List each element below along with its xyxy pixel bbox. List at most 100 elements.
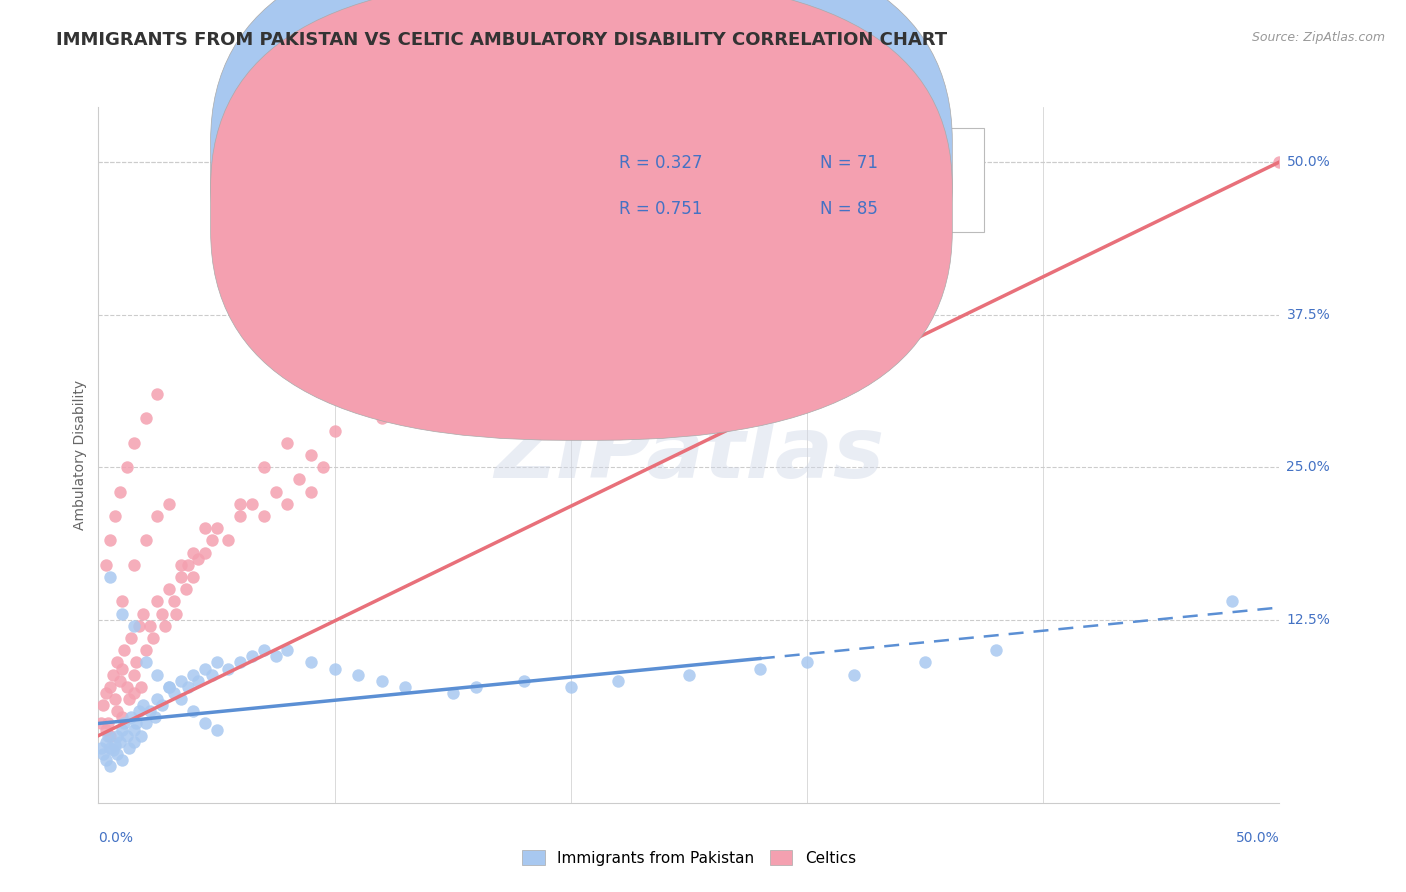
Point xyxy=(146,387,169,401)
Text: 37.5%: 37.5% xyxy=(1286,308,1330,321)
Text: 25.0%: 25.0% xyxy=(1286,460,1330,475)
Point xyxy=(146,508,169,523)
Point xyxy=(94,558,117,572)
Point xyxy=(108,735,131,749)
Text: 50.0%: 50.0% xyxy=(1286,155,1330,169)
Point xyxy=(129,729,152,743)
Point xyxy=(512,673,534,688)
Point xyxy=(205,521,228,535)
Point xyxy=(90,716,112,731)
Point xyxy=(115,680,138,694)
Point xyxy=(97,716,120,731)
Point xyxy=(125,716,148,731)
Point xyxy=(678,667,700,681)
Point xyxy=(217,533,239,548)
Point xyxy=(170,673,193,688)
Point xyxy=(748,661,770,675)
Point xyxy=(465,680,488,694)
Point xyxy=(174,582,197,597)
Point xyxy=(111,723,134,737)
FancyBboxPatch shape xyxy=(211,0,952,441)
Text: IMMIGRANTS FROM PAKISTAN VS CELTIC AMBULATORY DISABILITY CORRELATION CHART: IMMIGRANTS FROM PAKISTAN VS CELTIC AMBUL… xyxy=(56,31,948,49)
Point xyxy=(139,704,162,718)
Point xyxy=(465,351,488,365)
Point xyxy=(371,673,394,688)
Point xyxy=(157,680,180,694)
Point xyxy=(984,643,1007,657)
Point xyxy=(181,545,204,559)
Point xyxy=(122,667,145,681)
Point xyxy=(170,692,193,706)
Point xyxy=(177,680,200,694)
Point xyxy=(288,472,311,486)
Point xyxy=(489,338,512,352)
Point xyxy=(276,497,298,511)
FancyBboxPatch shape xyxy=(536,128,984,232)
Point xyxy=(512,326,534,340)
Point xyxy=(560,680,582,694)
Point xyxy=(94,686,117,700)
Point xyxy=(150,607,173,621)
Y-axis label: Ambulatory Disability: Ambulatory Disability xyxy=(73,380,87,530)
Text: ZIPatlas: ZIPatlas xyxy=(494,413,884,497)
Point xyxy=(163,686,186,700)
Text: N = 71: N = 71 xyxy=(820,154,877,172)
Point xyxy=(98,759,121,773)
Point xyxy=(157,497,180,511)
Point xyxy=(108,673,131,688)
Text: R = 0.327: R = 0.327 xyxy=(619,154,703,172)
Point xyxy=(129,680,152,694)
Point xyxy=(146,667,169,681)
Point xyxy=(157,582,180,597)
Point xyxy=(165,607,187,621)
Point xyxy=(181,570,204,584)
Point xyxy=(194,661,217,675)
Point xyxy=(105,704,128,718)
Point xyxy=(146,594,169,608)
Point xyxy=(1268,155,1291,169)
Point xyxy=(312,460,335,475)
Point xyxy=(229,656,252,670)
Point xyxy=(177,558,200,572)
Point xyxy=(128,619,150,633)
Point xyxy=(163,594,186,608)
Point xyxy=(205,656,228,670)
Point xyxy=(111,594,134,608)
Point xyxy=(90,740,112,755)
Point xyxy=(205,723,228,737)
Point xyxy=(98,570,121,584)
Point xyxy=(115,460,138,475)
Point xyxy=(181,667,204,681)
Point xyxy=(98,533,121,548)
Point xyxy=(125,656,148,670)
Point xyxy=(94,723,117,737)
Point xyxy=(253,508,276,523)
Point xyxy=(560,301,582,316)
Point xyxy=(323,424,346,438)
Point xyxy=(121,631,143,645)
Text: 50.0%: 50.0% xyxy=(1236,830,1279,845)
Point xyxy=(299,484,322,499)
Point xyxy=(104,508,127,523)
Point xyxy=(122,735,145,749)
Point xyxy=(276,643,298,657)
Point xyxy=(347,667,370,681)
Point xyxy=(150,698,173,713)
Point xyxy=(94,753,117,767)
Point xyxy=(97,729,120,743)
Text: Source: ZipAtlas.com: Source: ZipAtlas.com xyxy=(1251,31,1385,45)
Point xyxy=(142,631,165,645)
Point xyxy=(122,723,145,737)
Point xyxy=(143,710,166,724)
Point xyxy=(347,399,370,413)
Point xyxy=(122,619,145,633)
Point xyxy=(194,716,217,731)
Point xyxy=(132,607,155,621)
Point xyxy=(253,460,276,475)
Point xyxy=(187,551,209,566)
Point xyxy=(122,686,145,700)
Point xyxy=(91,698,114,713)
Point xyxy=(217,661,239,675)
Point xyxy=(240,649,263,664)
Point xyxy=(104,692,127,706)
